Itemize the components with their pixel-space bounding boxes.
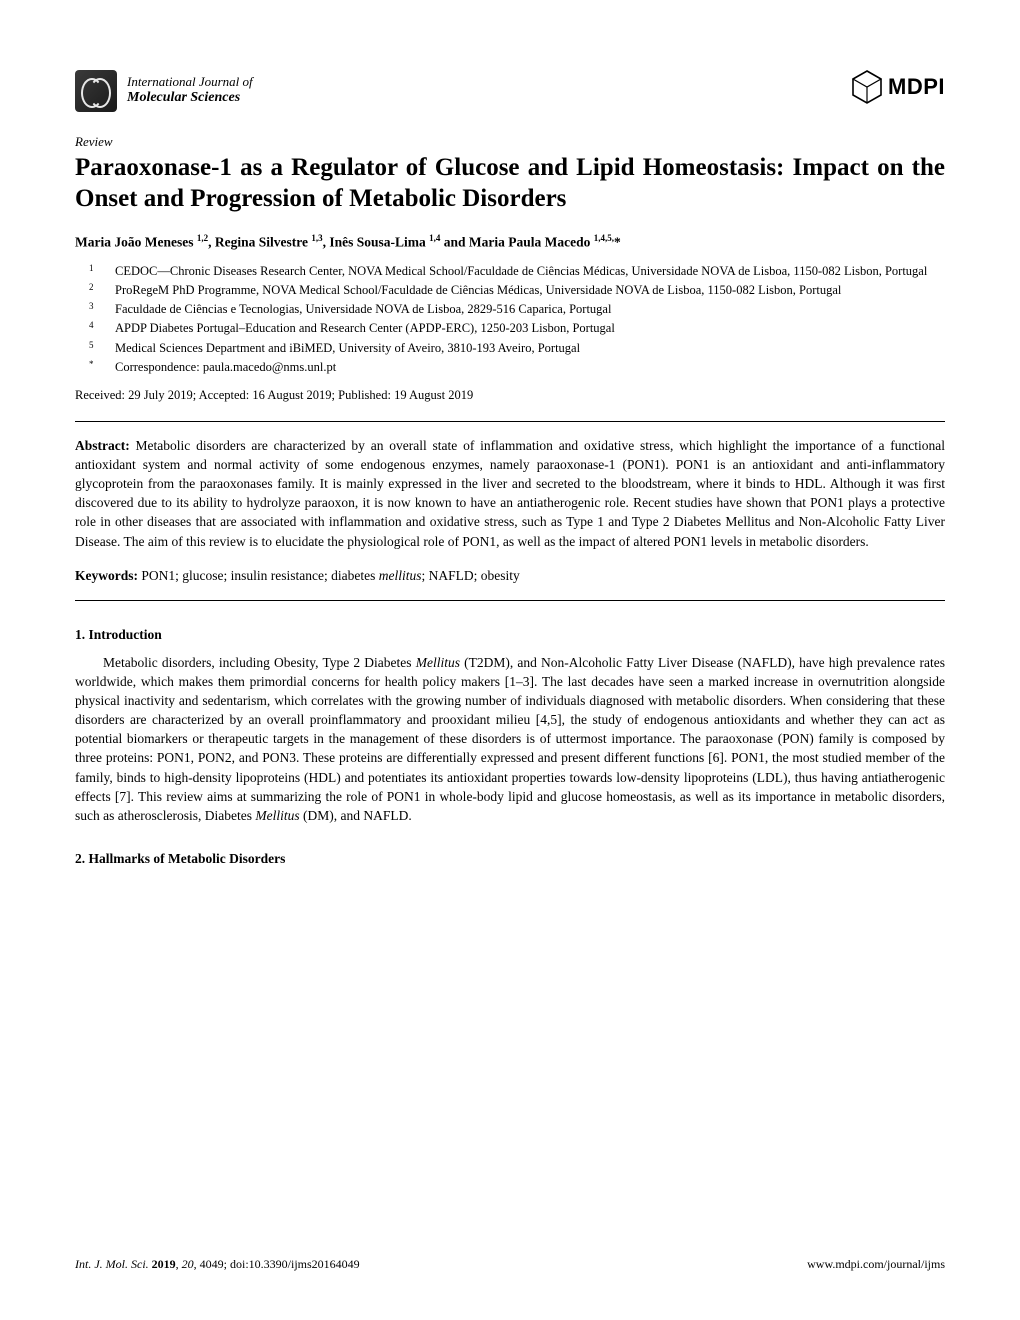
publication-dates: Received: 29 July 2019; Accepted: 16 Aug… [75,388,945,403]
journal-name: International Journal of Molecular Scien… [127,75,253,106]
separator-rule [75,421,945,422]
publisher-logo: MDPI [852,70,945,104]
article-title: Paraoxonase-1 as a Regulator of Glucose … [75,152,945,215]
journal-name-line1: International Journal of [127,75,253,90]
hexagon-icon [852,70,882,104]
section-heading-introduction: 1. Introduction [75,627,945,643]
article-type: Review [75,134,945,150]
journal-name-line2: Molecular Sciences [127,90,253,106]
abstract: Abstract: Metabolic disorders are charac… [75,436,945,551]
keywords: Keywords: PON1; glucose; insulin resista… [75,567,945,586]
journal-logo: International Journal of Molecular Scien… [75,70,253,112]
header: International Journal of Molecular Scien… [75,70,945,112]
keywords-body: PON1; glucose; insulin resistance; diabe… [138,568,520,583]
affiliation-item: 5Medical Sciences Department and iBiMED,… [101,339,945,357]
affiliation-item: 2ProRegeM PhD Programme, NOVA Medical Sc… [101,281,945,299]
footer-url: www.mdpi.com/journal/ijms [807,1257,945,1272]
footer-citation: Int. J. Mol. Sci. 2019, 20, 4049; doi:10… [75,1257,360,1272]
abstract-label: Abstract: [75,438,130,453]
keywords-label: Keywords: [75,568,138,583]
authors: Maria João Meneses 1,2, Regina Silvestre… [75,233,945,251]
section-heading-hallmarks: 2. Hallmarks of Metabolic Disorders [75,851,945,867]
dna-helix-icon [75,70,117,112]
affiliation-item: 1CEDOC—Chronic Diseases Research Center,… [101,262,945,280]
affiliation-item: 4APDP Diabetes Portugal–Education and Re… [101,319,945,337]
intro-paragraph: Metabolic disorders, including Obesity, … [75,653,945,825]
affiliation-item: 3Faculdade de Ciências e Tecnologias, Un… [101,300,945,318]
affiliation-item: *Correspondence: paula.macedo@nms.unl.pt [101,358,945,376]
abstract-body: Metabolic disorders are characterized by… [75,438,945,549]
publisher-name: MDPI [888,74,945,100]
separator-rule [75,600,945,601]
page-footer: Int. J. Mol. Sci. 2019, 20, 4049; doi:10… [75,1257,945,1272]
affiliations-list: 1CEDOC—Chronic Diseases Research Center,… [75,262,945,376]
